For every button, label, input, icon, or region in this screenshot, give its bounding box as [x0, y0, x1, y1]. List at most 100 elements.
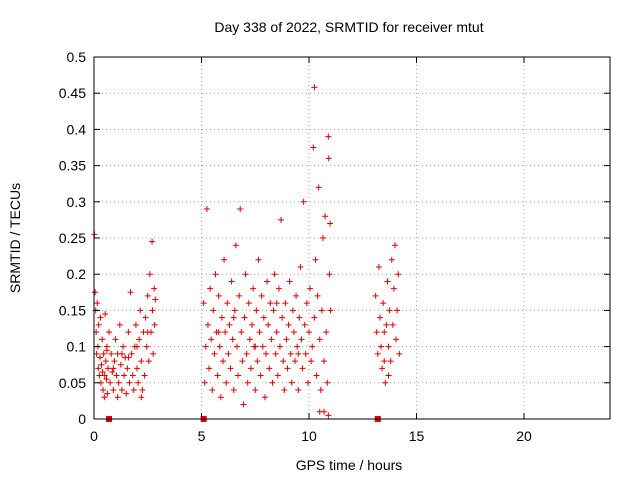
data-point: [306, 329, 312, 336]
data-point: [138, 394, 145, 401]
data-point: [272, 350, 279, 357]
data-point: [200, 300, 207, 307]
data-point: [134, 343, 140, 350]
data-point: [233, 343, 240, 350]
data-point: [225, 350, 232, 357]
x-axis-label: GPS time / hours: [296, 457, 403, 473]
data-point: [136, 336, 143, 343]
data-point: [101, 372, 108, 379]
data-point: [388, 256, 395, 263]
data-point: [289, 307, 296, 314]
data-point: [120, 343, 127, 350]
data-point: [212, 271, 219, 278]
data-point: [104, 390, 111, 397]
data-point: [150, 350, 157, 357]
data-point: [211, 350, 218, 357]
data-point: [267, 300, 274, 307]
data-point: [100, 387, 107, 394]
data-point: [111, 358, 118, 365]
data-point: [258, 292, 265, 299]
data-point: [208, 336, 215, 343]
data-point: [239, 358, 246, 365]
data-point: [240, 401, 247, 408]
data-point: [216, 343, 223, 350]
data-point: [311, 84, 318, 91]
data-point: [215, 292, 222, 299]
axis-ticks: 0 0.05 0.1 0.15 0.2 0.25 0.3 0.35 0.4 0.45 0.5 0 5 10…: [59, 49, 610, 444]
data-point: [143, 343, 150, 350]
data-point: [99, 336, 106, 343]
data-point: [152, 296, 159, 303]
data-point: [321, 408, 328, 415]
data-point: [321, 358, 328, 365]
data-point: [395, 271, 402, 278]
data-point: [381, 329, 388, 336]
data-point: [101, 394, 108, 401]
data-point: [139, 387, 146, 394]
data-point: [327, 307, 334, 314]
data-point: [288, 379, 295, 386]
data-point: [94, 300, 101, 307]
data-point: [144, 329, 151, 336]
y-tick-label: 0.35: [59, 158, 86, 174]
data-point: [268, 336, 275, 343]
data-point: [141, 372, 148, 379]
data-point: [245, 300, 252, 307]
data-point: [293, 292, 300, 299]
data-point: [386, 307, 393, 314]
y-tick-label: 0.3: [67, 194, 87, 210]
data-point: [392, 242, 398, 249]
data-point: [149, 307, 156, 314]
data-point: [103, 347, 110, 354]
data-point: [294, 343, 301, 350]
data-point: [135, 379, 142, 386]
data-point: [319, 235, 326, 241]
data-point: [115, 379, 122, 386]
x-tick-label: 15: [409, 428, 425, 444]
data-point: [296, 314, 303, 321]
data-point: [310, 144, 317, 151]
data-point: [387, 358, 394, 365]
data-point: [396, 350, 403, 357]
data-point: [300, 198, 307, 205]
data-point: [313, 372, 320, 379]
y-tick-label: 0.4: [67, 121, 87, 137]
data-point: [226, 321, 233, 328]
data-point: [237, 206, 244, 213]
data-point: [244, 379, 251, 386]
data-point: [97, 314, 104, 321]
data-point: [103, 376, 110, 383]
plot-frame: [93, 56, 611, 420]
data-point: [327, 220, 334, 227]
data-points: [91, 84, 403, 419]
data-point: [124, 365, 131, 372]
x-tick-label: 0: [90, 428, 98, 444]
data-point: [220, 358, 226, 365]
data-point: [274, 372, 281, 379]
data-point: [252, 387, 259, 394]
data-point: [263, 350, 269, 357]
data-point: [235, 372, 242, 379]
data-point: [93, 350, 100, 357]
data-point: [106, 329, 113, 336]
data-point: [217, 394, 224, 401]
data-point: [304, 379, 311, 386]
data-point: [123, 390, 130, 397]
data-point: [242, 271, 249, 278]
data-point: [325, 412, 332, 419]
data-point: [282, 300, 289, 307]
data-point: [385, 343, 392, 350]
data-point: [110, 387, 117, 394]
y-tick-label: 0.45: [59, 85, 86, 101]
data-point: [279, 314, 286, 321]
data-point: [151, 321, 158, 328]
data-point: [223, 379, 230, 386]
data-point: [144, 292, 151, 299]
data-point: [298, 336, 305, 343]
data-point: [372, 292, 379, 299]
data-point: [129, 372, 136, 379]
data-point: [307, 285, 314, 292]
data-point: [284, 365, 291, 372]
data-point: [280, 358, 287, 365]
data-point: [295, 350, 302, 357]
